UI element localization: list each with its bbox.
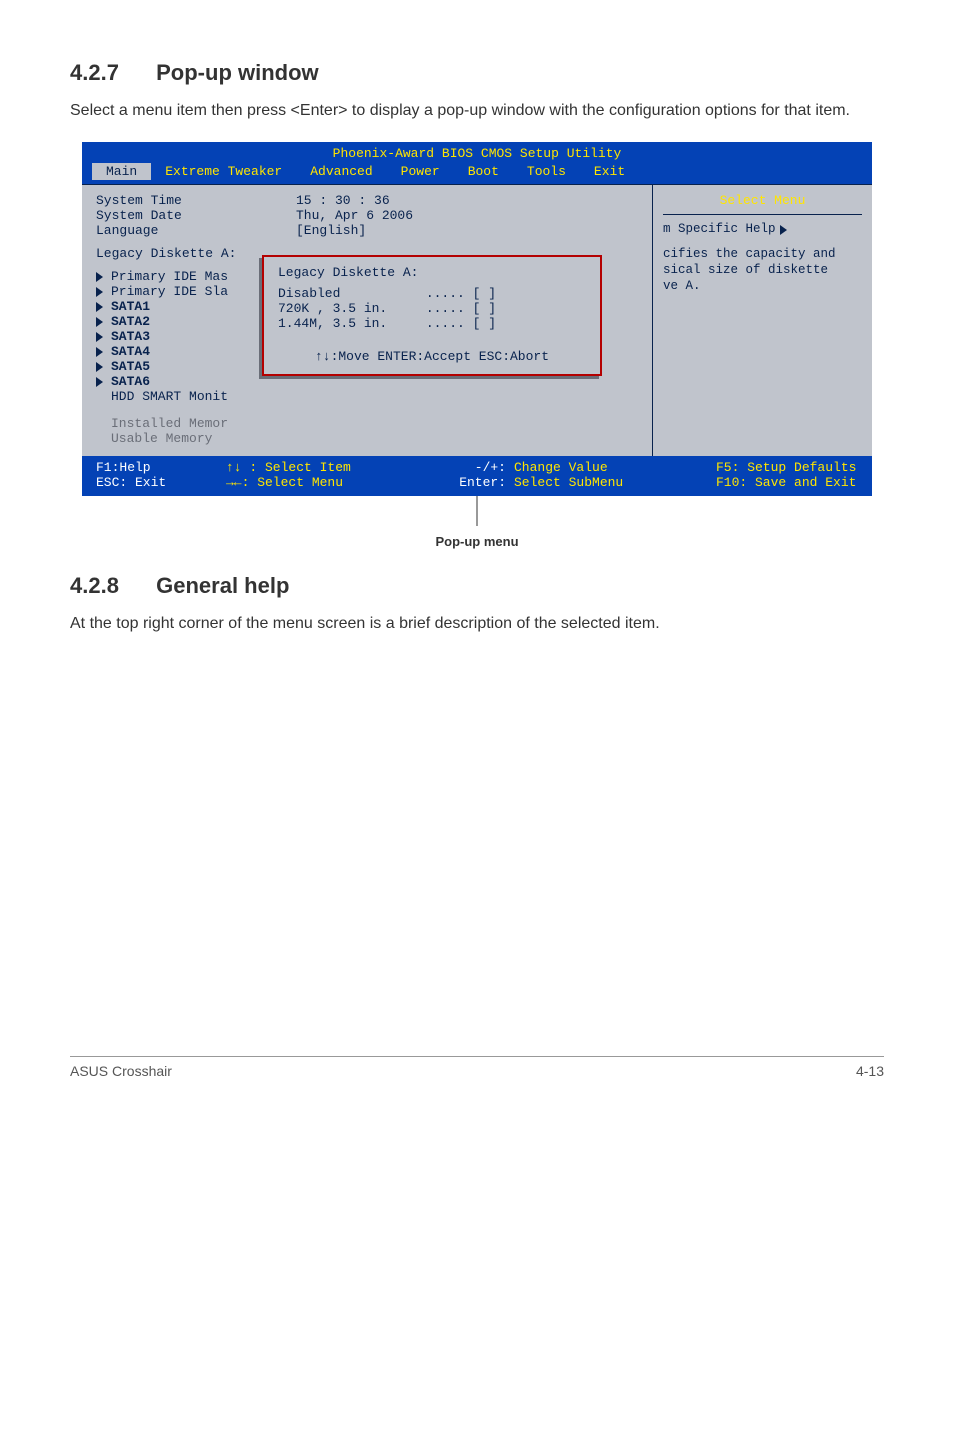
bios-footer: F1:Help ↑↓ : Select Item -/+: Change Val… bbox=[82, 456, 872, 496]
tab-power[interactable]: Power bbox=[387, 163, 454, 180]
language-value[interactable]: [English] bbox=[296, 223, 638, 238]
bios-body: System Time 15 : 30 : 36 System Date Thu… bbox=[82, 184, 872, 456]
list-item[interactable]: SATA4 bbox=[111, 344, 150, 359]
triangle-icon bbox=[96, 362, 103, 372]
footer-select-submenu: Select SubMenu bbox=[506, 475, 676, 490]
popup-title: Legacy Diskette A: bbox=[278, 265, 586, 280]
page-footer: ASUS Crosshair 4-13 bbox=[70, 1056, 884, 1079]
help-text: sical size of diskette bbox=[663, 262, 862, 278]
tab-advanced[interactable]: Advanced bbox=[296, 163, 386, 180]
footer-right: 4-13 bbox=[856, 1063, 884, 1079]
help-text: ve A. bbox=[663, 278, 862, 294]
footer-help: F1:Help bbox=[96, 460, 226, 475]
footer-select-menu: →←: Select Menu bbox=[226, 475, 426, 490]
tab-main[interactable]: Main bbox=[92, 163, 151, 180]
popup-caption: Pop-up menu bbox=[82, 534, 872, 549]
bios-screenshot: Phoenix-Award BIOS CMOS Setup Utility Ma… bbox=[82, 142, 872, 549]
list-item[interactable]: HDD SMART Monit bbox=[111, 389, 228, 404]
list-item[interactable]: SATA2 bbox=[111, 314, 150, 329]
popup-option[interactable]: 720K , 3.5 in. ..... [ ] bbox=[278, 301, 586, 316]
triangle-icon bbox=[96, 302, 103, 312]
footer-save-exit: F10: Save and Exit bbox=[676, 475, 858, 490]
triangle-icon bbox=[96, 377, 103, 387]
bios-left-pane: System Time 15 : 30 : 36 System Date Thu… bbox=[82, 185, 652, 456]
footer-setup-defaults: F5: Setup Defaults bbox=[676, 460, 858, 475]
bios-title: Phoenix-Award BIOS CMOS Setup Utility bbox=[82, 142, 872, 163]
footer-change-key: -/+: bbox=[426, 460, 506, 475]
hidden-item: Usable Memory bbox=[96, 431, 638, 446]
hidden-item: Installed Memor bbox=[96, 416, 638, 431]
section-title: Pop-up window bbox=[156, 60, 319, 85]
tab-exit[interactable]: Exit bbox=[580, 163, 639, 180]
section-title: General help bbox=[156, 573, 289, 598]
popup-window: Legacy Diskette A: Disabled ..... [ ] 72… bbox=[262, 255, 602, 376]
section-heading-popup: 4.2.7 Pop-up window bbox=[70, 60, 884, 86]
bios-screen: Phoenix-Award BIOS CMOS Setup Utility Ma… bbox=[82, 142, 872, 496]
help-text: cifies the capacity and bbox=[663, 246, 862, 262]
system-time-label: System Time bbox=[96, 193, 296, 208]
list-item[interactable]: SATA3 bbox=[111, 329, 150, 344]
tab-tools[interactable]: Tools bbox=[513, 163, 580, 180]
tab-extreme[interactable]: Extreme Tweaker bbox=[151, 163, 296, 180]
footer-change-value: Change Value bbox=[506, 460, 676, 475]
triangle-icon bbox=[96, 287, 103, 297]
footer-exit: ESC: Exit bbox=[96, 475, 226, 490]
section-num: 4.2.8 bbox=[70, 573, 150, 599]
tab-boot[interactable]: Boot bbox=[454, 163, 513, 180]
footer-enter-key: Enter: bbox=[426, 475, 506, 490]
list-item[interactable]: SATA5 bbox=[111, 359, 150, 374]
footer-left: ASUS Crosshair bbox=[70, 1063, 172, 1079]
list-item[interactable]: Primary IDE Sla bbox=[111, 284, 228, 299]
popup-option[interactable]: Disabled ..... [ ] bbox=[278, 286, 586, 301]
popup-option[interactable]: 1.44M, 3.5 in. ..... [ ] bbox=[278, 316, 586, 331]
section-heading-general: 4.2.8 General help bbox=[70, 573, 884, 599]
list-item[interactable]: SATA6 bbox=[111, 374, 150, 389]
section-body-popup: Select a menu item then press <Enter> to… bbox=[70, 100, 884, 122]
triangle-icon bbox=[780, 225, 787, 235]
popup-nav-hint: ↑↓:Move ENTER:Accept ESC:Abort bbox=[278, 349, 586, 364]
callout-line bbox=[82, 496, 872, 532]
list-item[interactable]: SATA1 bbox=[111, 299, 150, 314]
language-label: Language bbox=[96, 223, 296, 238]
section-num: 4.2.7 bbox=[70, 60, 150, 86]
system-date-value[interactable]: Thu, Apr 6 2006 bbox=[296, 208, 638, 223]
bios-tabs: Main Extreme Tweaker Advanced Power Boot… bbox=[82, 163, 872, 184]
section-body-general: At the top right corner of the menu scre… bbox=[70, 613, 884, 635]
triangle-icon bbox=[96, 347, 103, 357]
triangle-icon bbox=[96, 332, 103, 342]
system-time-value[interactable]: 15 : 30 : 36 bbox=[296, 193, 638, 208]
list-item[interactable]: Primary IDE Mas bbox=[111, 269, 228, 284]
select-menu-label: Select Menu bbox=[663, 193, 862, 208]
footer-select-item: ↑↓ : Select Item bbox=[226, 460, 426, 475]
bios-right-pane: Select Menu m Specific Help cifies the c… bbox=[652, 185, 872, 456]
triangle-icon bbox=[96, 272, 103, 282]
system-date-label: System Date bbox=[96, 208, 296, 223]
specific-help-label: m Specific Help bbox=[663, 221, 776, 237]
triangle-icon bbox=[96, 317, 103, 327]
